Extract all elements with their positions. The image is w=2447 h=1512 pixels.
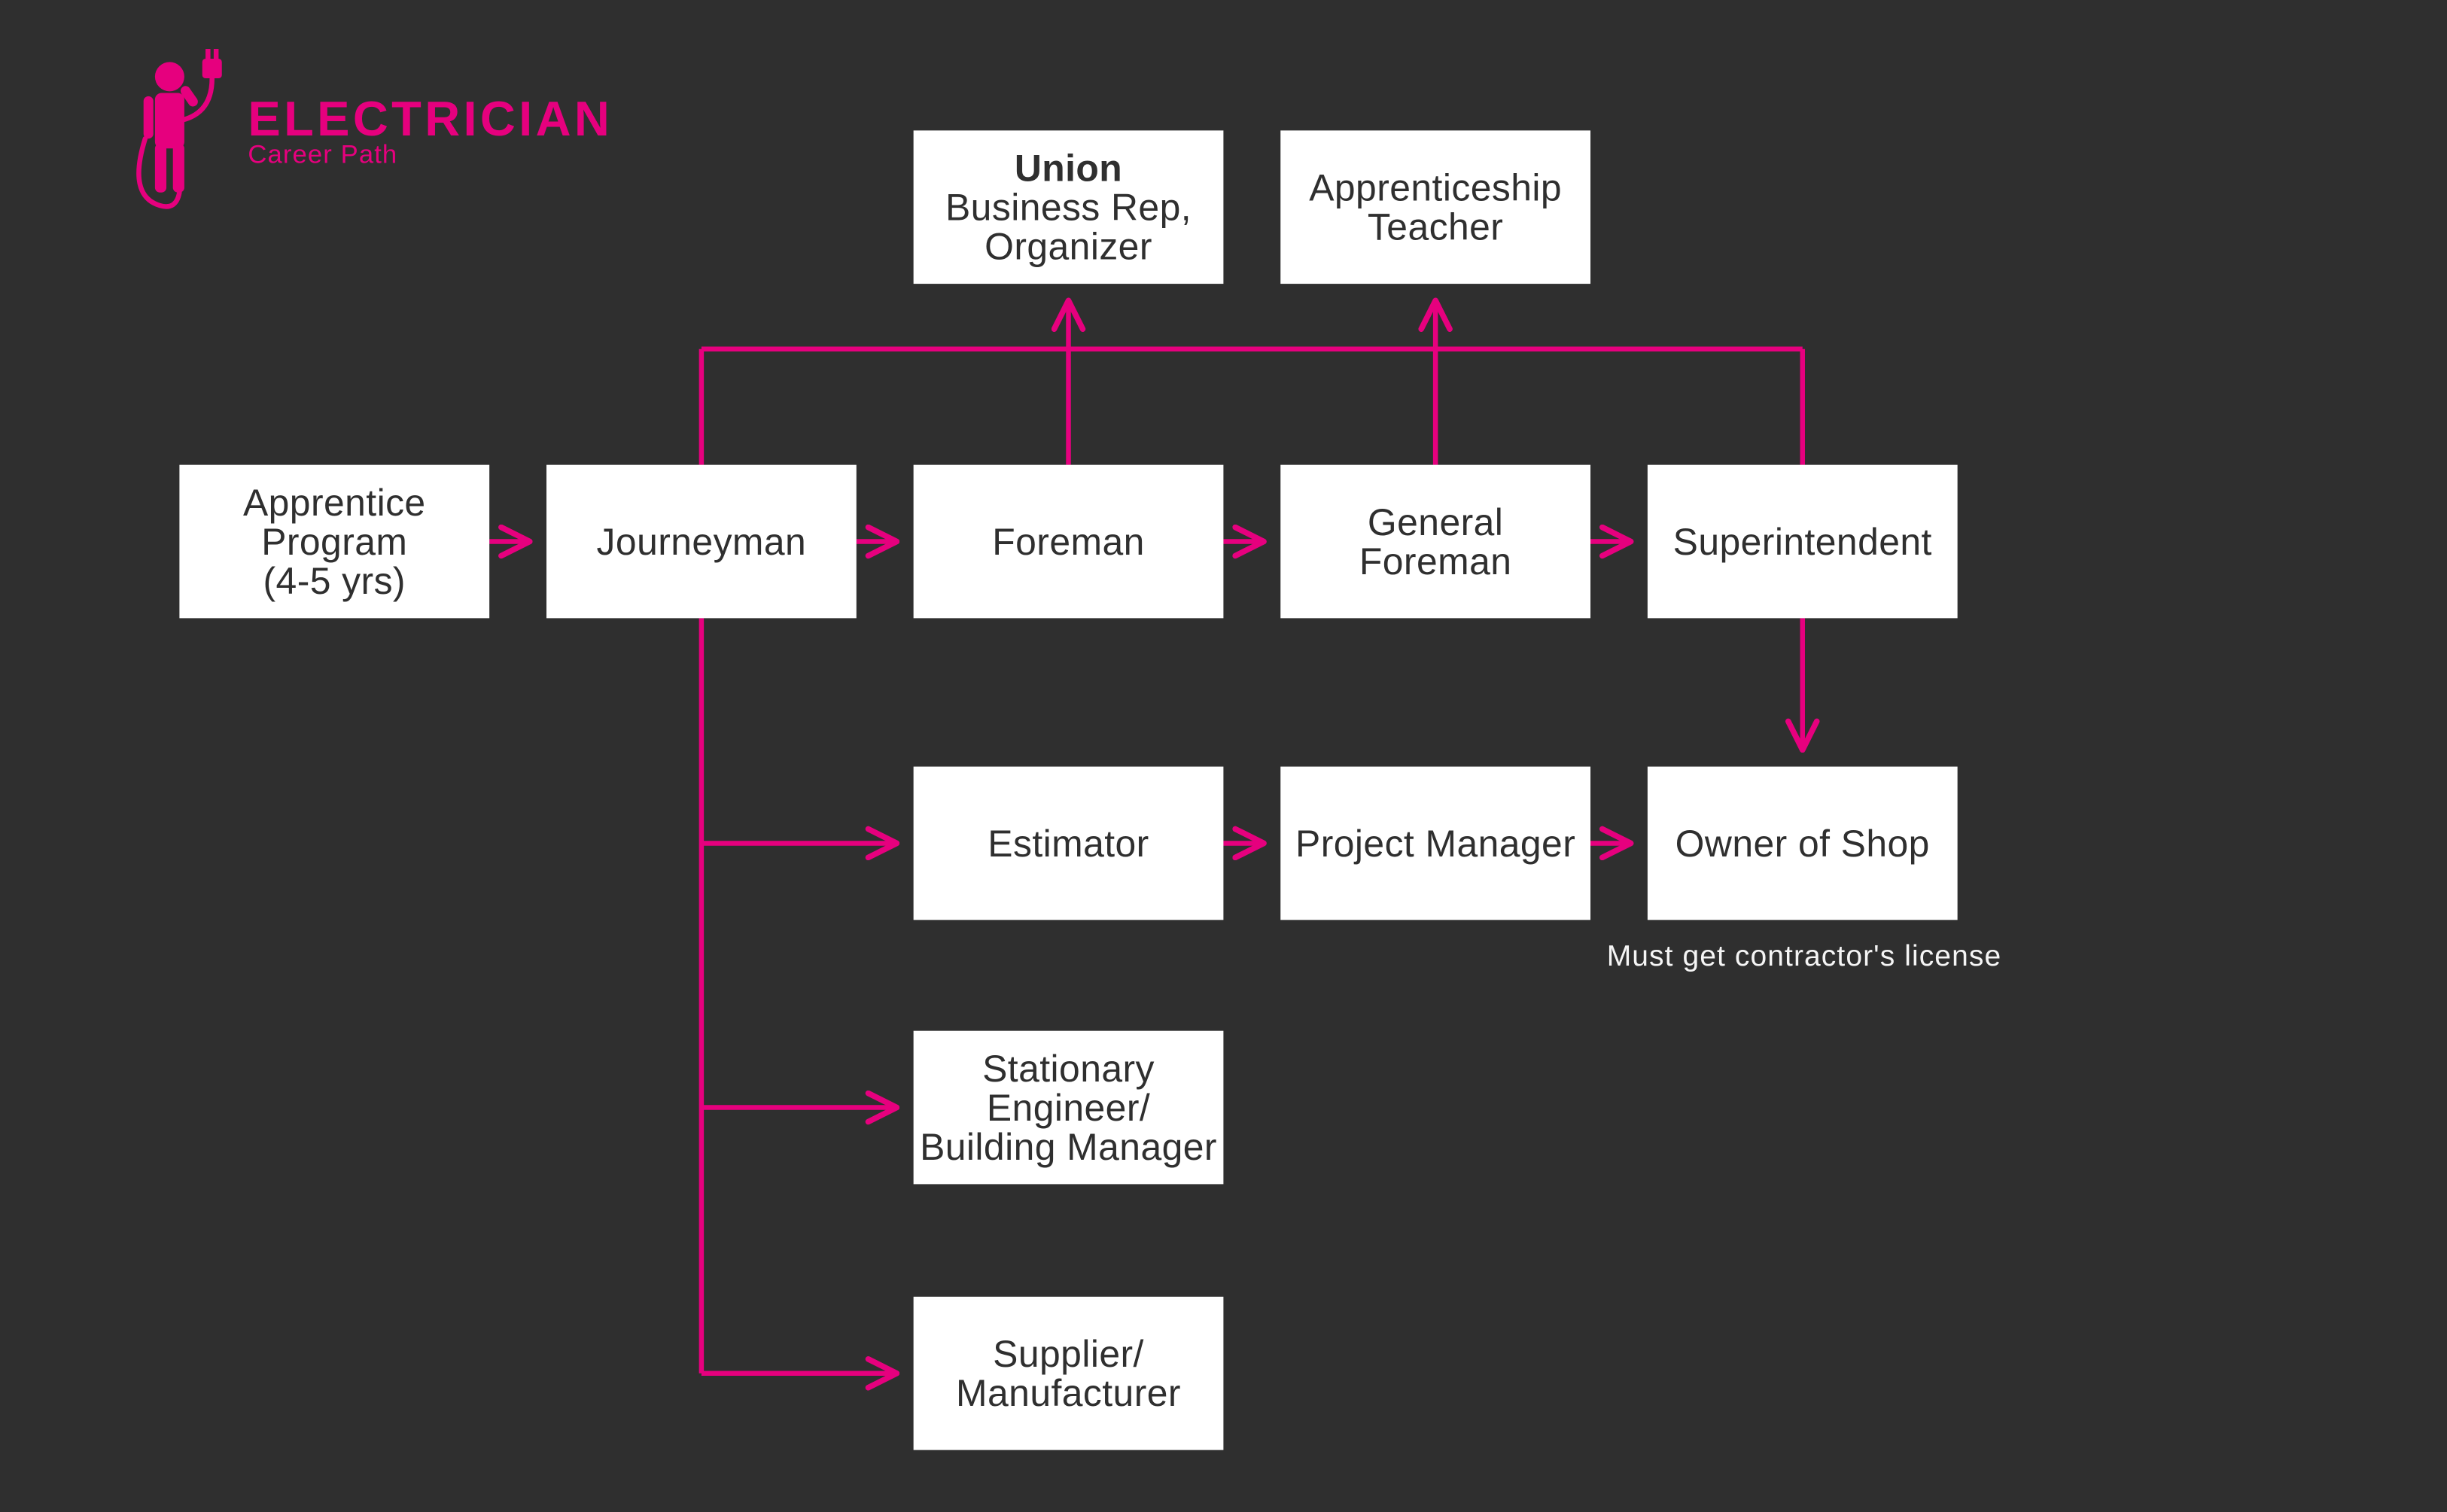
node-line: Building Manager [920,1127,1217,1167]
node-line: Teacher [1368,207,1503,246]
node-line: Foreman [992,522,1144,561]
node-line: Stationary Engineer/ [914,1048,1224,1127]
node-line: Estimator [988,823,1149,862]
electrician-plug-icon [130,49,231,215]
node-line: Manufacturer [956,1374,1181,1413]
node-apprentice-program: ApprenticeProgram(4-5 yrs) [179,465,489,619]
node-line: General [1368,502,1503,541]
node-union: UnionBusiness Rep,Organizer [914,130,1224,284]
node-superintendent: Superintendent [1648,465,1958,619]
node-line: Program [261,522,407,561]
node-line: Apprentice [243,482,426,522]
node-line: Journeyman [597,522,807,561]
node-journeyman: Journeyman [546,465,857,619]
logo-title: ELECTRICIAN [248,93,613,149]
logo-text: ELECTRICIAN Career Path [248,93,613,172]
node-line: Owner of Shop [1675,823,1930,862]
node-supplier-manufacturer: Supplier/Manufacturer [914,1297,1224,1450]
note-contractor-license: Must get contractor's license [1607,939,2002,974]
node-line: Foreman [1359,542,1511,581]
node-stationary-engineer: Stationary Engineer/Building Manager [914,1031,1224,1185]
node-general-foreman: GeneralForeman [1280,465,1590,619]
node-line: Apprenticeship [1309,168,1562,207]
node-apprenticeship-teacher: ApprenticeshipTeacher [1280,130,1590,284]
note-text: Must get contractor's license [1607,939,2002,972]
node-line: Business Rep, [945,187,1192,227]
node-project-manager: Project Manager [1280,767,1590,920]
node-line: Superintendent [1673,522,1932,561]
node-line: Organizer [985,227,1152,266]
node-line: (4-5 yrs) [263,561,406,601]
node-owner-of-shop: Owner of Shop [1648,767,1958,920]
node-foreman: Foreman [914,465,1224,619]
node-line: Union [1015,148,1122,187]
logo: ELECTRICIAN Career Path [130,49,613,215]
node-line: Supplier/ [993,1334,1144,1373]
node-estimator: Estimator [914,767,1224,920]
node-line: Project Manager [1295,823,1575,862]
